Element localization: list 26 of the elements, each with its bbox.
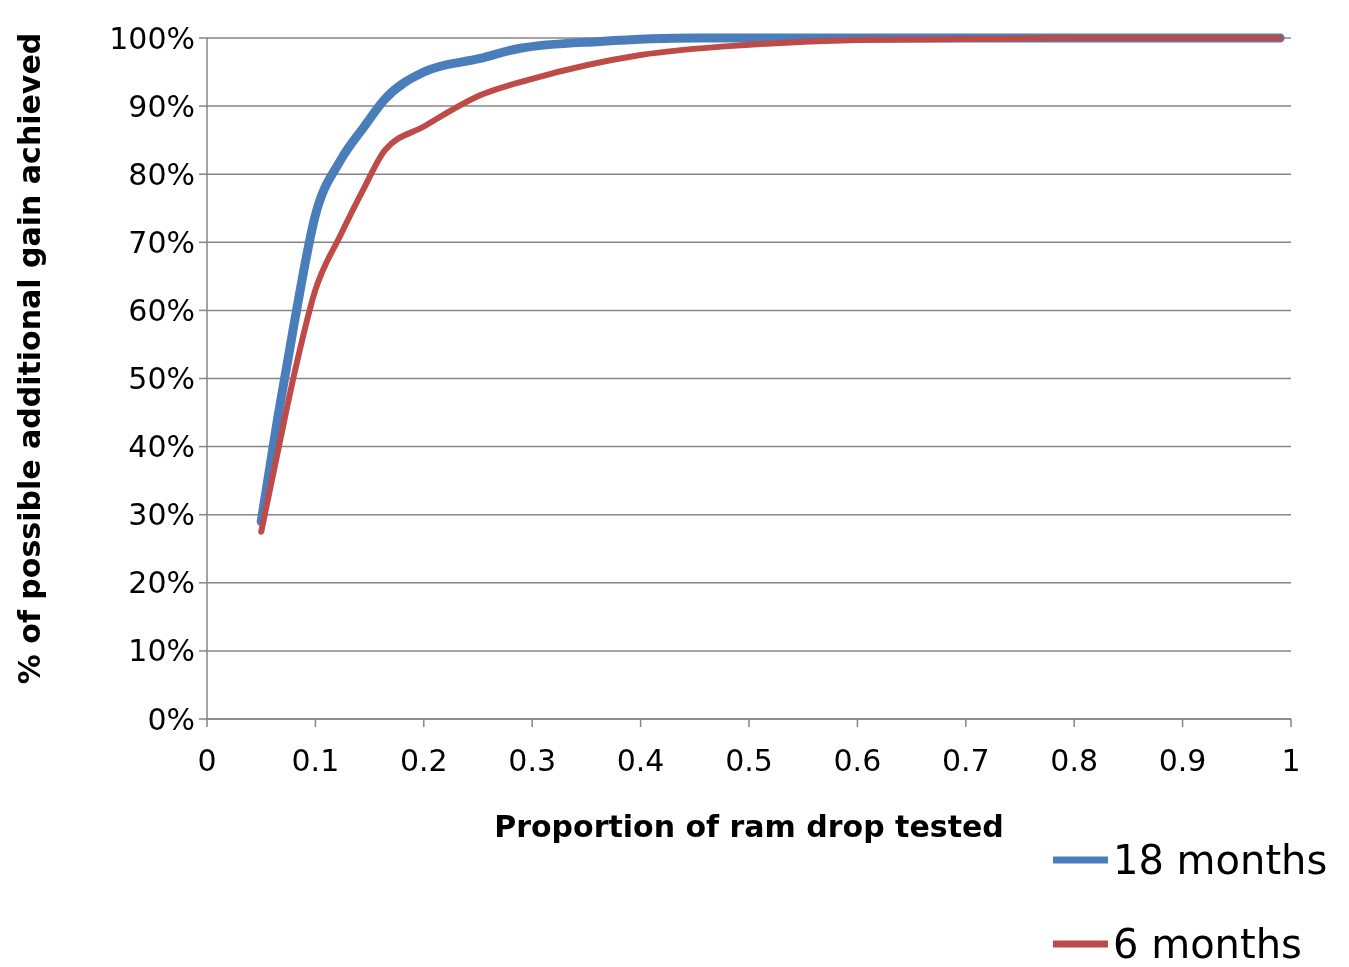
x-tick-label: 0.3 [508,743,557,778]
y-tick-label: 30% [128,497,195,533]
x-tick-label: 0.7 [941,743,990,778]
y-tick-label: 70% [128,224,195,260]
x-tick-label: 0.4 [616,743,665,778]
legend-label: 18 months [1113,837,1328,883]
y-tick-label: 10% [128,633,195,669]
y-tick-label: 0% [147,701,195,737]
x-tick-label: 0.5 [725,743,773,778]
x-tick-label: 0.6 [833,743,882,778]
y-tick-label: 80% [128,156,195,192]
x-axis-title: Proportion of ram drop tested [494,809,1004,844]
y-tick-label: 60% [128,292,195,328]
y-axis-title: % of possible additional gain achieved [12,32,47,685]
x-tick-label: 0.2 [399,743,448,778]
x-tick-label: 1 [1281,743,1301,778]
x-tick-label: 0.8 [1050,743,1099,778]
y-tick-label: 20% [128,565,195,601]
y-tick-label: 90% [128,88,195,124]
legend-label: 6 months [1113,921,1302,967]
y-tick-label: 100% [109,20,195,56]
y-tick-label: 50% [128,361,195,396]
x-tick-label: 0.9 [1158,743,1207,778]
y-tick-label: 40% [128,429,195,465]
x-tick-label: 0 [197,743,217,778]
x-tick-label: 0.1 [291,743,340,778]
